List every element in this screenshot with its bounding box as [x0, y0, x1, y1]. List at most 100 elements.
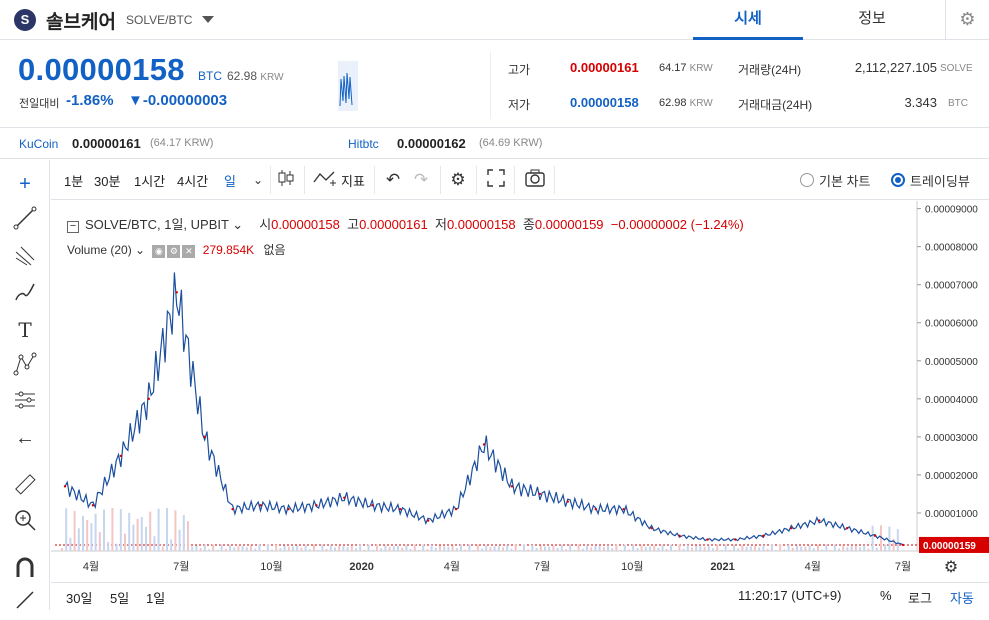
axis-settings-icon[interactable]: ⚙ [944, 557, 958, 576]
current-price-label: 0.00000159 [923, 541, 976, 552]
chart-legend: − SOLVE/BTC, 1일, UPBIT ⌄ 시0.00000158 고0.00… [67, 214, 744, 233]
ruler-icon[interactable] [11, 472, 39, 500]
coin-name[interactable]: 솔브케어 [46, 12, 116, 33]
chevron-down-icon[interactable]: ⌄ [131, 243, 149, 257]
pattern-icon[interactable] [11, 352, 39, 380]
trendline-icon[interactable] [11, 206, 39, 234]
arrow-left-icon[interactable]: ← [15, 427, 35, 449]
percent-toggle[interactable]: % [880, 588, 892, 603]
basic-chart-label[interactable]: 기본 차트 [819, 174, 871, 189]
volume-bar [804, 546, 807, 551]
separator [514, 166, 515, 194]
price-tick-label: 0.00008000 [925, 243, 978, 254]
tradingview-radio[interactable] [891, 173, 905, 187]
volume-legend-label[interactable]: Volume (20) [67, 243, 132, 257]
collapse-icon[interactable]: − [67, 221, 79, 233]
settings-icon[interactable]: ⚙ [167, 245, 181, 258]
volume-bar [657, 547, 660, 551]
volume-bar [791, 547, 794, 551]
volume-bar [439, 545, 441, 551]
volume-bar [766, 548, 769, 551]
price-point [454, 507, 458, 511]
volume-bar [166, 508, 168, 551]
volume-bar [707, 545, 710, 551]
volume-bar [401, 547, 404, 551]
time-tick-label: 10월 [260, 560, 282, 573]
volume-bar [514, 544, 517, 551]
volume-bar [241, 546, 244, 551]
range-5d[interactable]: 5일 [110, 591, 130, 606]
lock-drawing-icon[interactable] [11, 588, 39, 616]
price-unit: BTC [198, 69, 222, 83]
volume-bar [275, 544, 278, 551]
redo-icon[interactable]: ↷ [413, 170, 429, 189]
volume-bar [77, 528, 80, 551]
volume-bar [527, 549, 530, 551]
zoom-icon[interactable] [11, 508, 39, 536]
undo-icon[interactable]: ↶ [385, 170, 401, 189]
volume-bar [628, 549, 630, 551]
volume-legend: Volume (20) ⌄ ◉ ⚙ ✕ 279.854K 없음 [67, 241, 286, 258]
price-tick-label: 0.00005000 [925, 357, 978, 368]
text-icon[interactable]: T [18, 318, 32, 342]
clock[interactable]: 11:20:17 (UTC+9) [738, 588, 842, 603]
volume-bar [556, 547, 559, 551]
interval-1d[interactable]: 일 [224, 174, 236, 189]
volume-bar [405, 545, 408, 551]
chevron-down-icon[interactable]: ⌄ [252, 173, 264, 187]
volume-bar [523, 544, 525, 551]
separator [304, 166, 305, 194]
log-toggle[interactable]: 로그 [908, 591, 932, 606]
volume-extra: 없음 [263, 243, 286, 257]
interval-4h[interactable]: 4시간 [177, 174, 209, 189]
interval-1m[interactable]: 1분 [64, 174, 84, 189]
crosshair-icon[interactable]: + [19, 173, 31, 195]
price-point [259, 504, 262, 507]
exchange-kucoin[interactable]: KuCoin [19, 137, 59, 151]
volume-bar [586, 545, 588, 551]
fib-icon[interactable] [11, 244, 39, 272]
brush-icon[interactable] [11, 280, 39, 308]
time-tick-label: 2021 [710, 561, 734, 573]
price-chart[interactable]: 0.00009000 0.00008000 0.00007000 0.00006000… [51, 201, 989, 582]
forecast-icon[interactable] [11, 388, 39, 416]
coin-pair[interactable]: SOLVE/BTC [126, 13, 193, 27]
volume-bar [187, 521, 189, 551]
chevron-down-icon[interactable] [202, 16, 214, 23]
amount-label: 거래대금(24H) [738, 98, 813, 112]
interval-30m[interactable]: 30분 [94, 174, 121, 189]
eye-icon[interactable]: ◉ [152, 245, 166, 258]
range-1d[interactable]: 1일 [146, 591, 166, 606]
chevron-down-icon[interactable]: ⌄ [228, 217, 244, 232]
legend-symbol[interactable]: SOLVE/BTC, 1일, UPBIT [85, 217, 229, 232]
range-30d[interactable]: 30일 [66, 591, 93, 606]
magnet-icon[interactable] [11, 556, 39, 584]
volume-bar [279, 548, 282, 551]
chart-canvas[interactable]: 0.00009000 0.00008000 0.00007000 0.00006000… [51, 201, 989, 582]
auto-toggle[interactable]: 자동 [950, 591, 974, 606]
volume-bar [598, 546, 601, 551]
volume-bar [451, 545, 454, 551]
volume-bar [518, 550, 521, 551]
time-tick-label: 4월 [444, 560, 460, 573]
candle-icon[interactable] [274, 168, 298, 192]
separator [554, 166, 555, 194]
indicator-icon[interactable] [311, 168, 339, 192]
tab-info[interactable]: 정보 [858, 10, 886, 27]
fullscreen-icon[interactable] [484, 168, 508, 192]
volume-bar [607, 545, 609, 551]
price-krw: 62.98 KRW [227, 69, 284, 83]
gear-icon[interactable]: ⚙ [945, 0, 989, 40]
tradingview-label[interactable]: 트레이딩뷰 [910, 174, 970, 189]
camera-icon[interactable] [523, 168, 547, 192]
indicator-label[interactable]: 지표 [341, 174, 365, 189]
volume-bar [493, 546, 496, 551]
interval-1h[interactable]: 1시간 [134, 174, 166, 189]
basic-chart-radio[interactable] [800, 173, 814, 187]
exchange-hitbtc[interactable]: Hitbtc [348, 137, 379, 151]
tab-price[interactable]: 시세 [693, 0, 803, 40]
settings-icon[interactable]: ⚙ [450, 170, 466, 189]
close-icon[interactable]: ✕ [182, 245, 196, 258]
volume-bar [82, 516, 84, 551]
price-tick-label: 0.00003000 [925, 433, 978, 444]
